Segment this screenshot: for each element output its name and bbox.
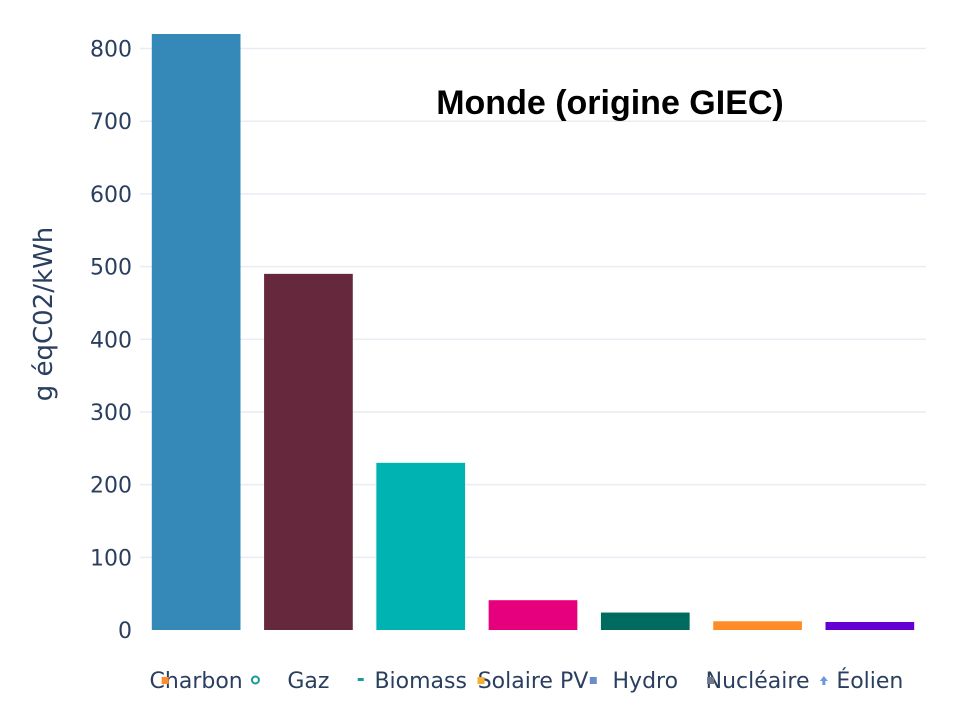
x-tick-label: Éolien <box>836 668 903 694</box>
yellow-square-icon <box>477 677 485 684</box>
y-axis-ticks: 0 100 200 300 400 500 600 700 800 <box>90 38 132 644</box>
bars <box>151 34 915 630</box>
x-tick-label: Hydro <box>613 669 679 694</box>
chart-title: Monde (origine GIEC) <box>436 84 784 122</box>
teal-circle-icon <box>250 675 260 685</box>
bar-biomass <box>376 462 466 630</box>
y-tick-label: 200 <box>90 474 132 499</box>
blue-square-icon <box>589 677 597 684</box>
teal-dot-icon <box>357 678 364 681</box>
orange-square-icon <box>161 677 169 684</box>
x-tick-label: Biomass <box>374 669 467 694</box>
y-tick-label: 0 <box>118 619 132 644</box>
bar-solaire-pv <box>488 600 578 630</box>
y-tick-label: 100 <box>90 546 132 571</box>
x-tick-label: Solaire PV <box>478 669 589 694</box>
x-tick-label: Gaz <box>287 669 329 694</box>
y-tick-label: 500 <box>90 256 132 281</box>
gray-square-icon <box>707 677 715 684</box>
y-axis-title: g éqC02/kWh <box>29 227 59 402</box>
bar--olien <box>825 622 915 630</box>
y-tick-label: 300 <box>90 401 132 426</box>
y-tick-label: 700 <box>90 110 132 135</box>
bar-hydro <box>600 612 690 630</box>
x-tick-label: Nucléaire <box>706 669 810 694</box>
bar-nucl-aire <box>713 621 802 630</box>
y-tick-label: 600 <box>90 183 132 208</box>
x-axis-ticks: Charbon Gaz Biomass Solaire PV Hydro Nucléair… <box>150 668 904 694</box>
bar-gaz <box>264 273 353 630</box>
gridlines <box>140 47 926 559</box>
bar-charbon <box>151 34 241 630</box>
blue-arrow-icon <box>819 676 828 685</box>
y-tick-label: 400 <box>90 328 132 353</box>
y-tick-label: 800 <box>90 38 132 63</box>
